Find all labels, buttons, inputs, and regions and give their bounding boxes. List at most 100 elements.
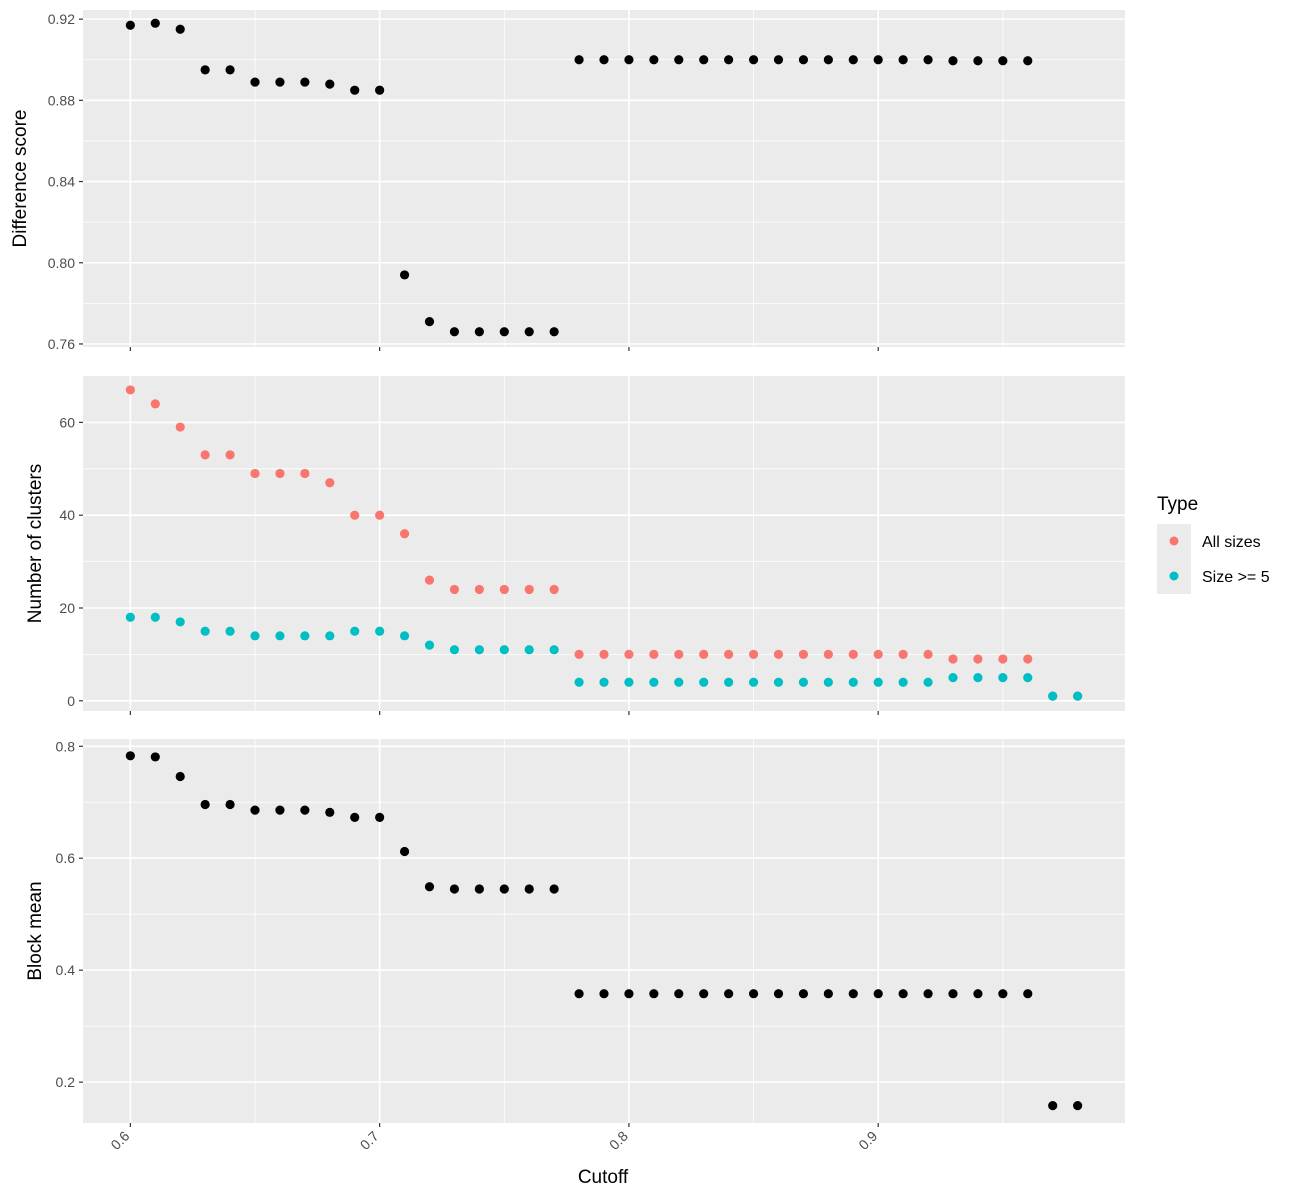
data-point bbox=[150, 752, 160, 762]
y-tick-label: 0.80 bbox=[48, 255, 75, 271]
legend-label-all-sizes: All sizes bbox=[1202, 534, 1261, 551]
data-point bbox=[474, 645, 484, 655]
data-point bbox=[699, 989, 709, 999]
data-point bbox=[773, 55, 784, 65]
data-point bbox=[674, 55, 684, 65]
number-of-clusters-panel: 0 20 40 60 Number of clusters bbox=[25, 376, 1125, 715]
data-point bbox=[998, 654, 1008, 664]
data-point bbox=[350, 626, 360, 636]
data-point bbox=[773, 649, 784, 659]
data-point bbox=[699, 649, 709, 659]
data-point bbox=[424, 882, 435, 892]
difference-score-series bbox=[125, 18, 1033, 337]
data-point bbox=[748, 649, 759, 659]
data-point bbox=[574, 677, 584, 687]
data-point bbox=[674, 989, 684, 999]
y-tick-label: 0.2 bbox=[56, 1074, 76, 1090]
data-point bbox=[1073, 691, 1083, 701]
data-point bbox=[699, 55, 709, 65]
data-point bbox=[125, 20, 135, 30]
data-point bbox=[200, 65, 210, 75]
data-point bbox=[798, 55, 809, 65]
data-point bbox=[300, 468, 310, 479]
legend-key-size-ge-5 bbox=[1169, 571, 1179, 581]
x-axis-title: Cutoff bbox=[578, 1167, 629, 1188]
data-point bbox=[624, 989, 634, 999]
data-point bbox=[624, 649, 634, 659]
data-point bbox=[424, 575, 435, 585]
data-point bbox=[873, 989, 883, 999]
data-point bbox=[350, 510, 360, 520]
data-point bbox=[599, 649, 609, 659]
data-point bbox=[748, 989, 759, 999]
data-point bbox=[773, 677, 784, 687]
y-tick-label: 0.88 bbox=[48, 92, 75, 108]
data-point bbox=[175, 771, 185, 782]
data-point bbox=[399, 270, 410, 280]
data-point bbox=[699, 677, 709, 687]
data-point bbox=[549, 327, 559, 337]
data-point bbox=[125, 612, 135, 622]
data-point bbox=[998, 56, 1008, 66]
data-point bbox=[649, 649, 659, 659]
data-point bbox=[474, 584, 484, 595]
y-tick-label: 0.84 bbox=[48, 174, 75, 190]
data-point bbox=[823, 55, 833, 65]
data-point bbox=[923, 677, 933, 687]
data-point bbox=[649, 989, 659, 999]
x-tick-label: 0.6 bbox=[107, 1128, 132, 1153]
data-point bbox=[848, 677, 858, 687]
difference-score-gridlines bbox=[83, 10, 1125, 347]
data-point bbox=[599, 55, 609, 65]
y-tick-label: 0.76 bbox=[48, 336, 75, 352]
data-point bbox=[499, 884, 509, 894]
data-point bbox=[848, 649, 858, 659]
data-point bbox=[150, 612, 160, 622]
data-point bbox=[375, 626, 385, 636]
y-tick-label: 20 bbox=[59, 600, 75, 616]
data-point bbox=[973, 989, 983, 999]
y-tick-label: 0.8 bbox=[56, 738, 76, 754]
data-point bbox=[823, 677, 833, 687]
data-point bbox=[524, 645, 534, 655]
data-point bbox=[748, 55, 759, 65]
data-point bbox=[1023, 989, 1033, 999]
data-point bbox=[449, 584, 460, 595]
data-point bbox=[574, 649, 584, 659]
data-point bbox=[798, 677, 809, 687]
number-of-clusters-series bbox=[125, 612, 1083, 701]
number-of-clusters-background bbox=[83, 376, 1125, 711]
data-point bbox=[200, 626, 210, 636]
data-point bbox=[150, 18, 160, 28]
data-point bbox=[898, 677, 908, 687]
data-point bbox=[175, 617, 185, 627]
data-point bbox=[948, 654, 958, 664]
data-point bbox=[125, 751, 135, 761]
legend: Type All sizes Size >= 5 bbox=[1157, 494, 1270, 594]
data-point bbox=[225, 799, 235, 810]
data-point bbox=[649, 55, 659, 65]
data-point bbox=[524, 327, 534, 337]
data-point bbox=[449, 645, 460, 655]
data-point bbox=[424, 317, 435, 327]
data-point bbox=[599, 677, 609, 687]
data-point bbox=[350, 812, 360, 822]
difference-score-panel: 0.76 0.80 0.84 0.88 0.92 Difference score bbox=[10, 10, 1125, 352]
y-tick-label: 0.4 bbox=[56, 962, 76, 978]
data-point bbox=[848, 55, 858, 65]
data-point bbox=[250, 77, 260, 87]
data-point bbox=[300, 805, 310, 815]
legend-title: Type bbox=[1157, 494, 1198, 515]
data-point bbox=[898, 649, 908, 659]
data-point bbox=[375, 510, 385, 520]
data-point bbox=[898, 989, 908, 999]
data-point bbox=[474, 327, 484, 337]
y-tick-label: 40 bbox=[59, 507, 75, 523]
data-point bbox=[125, 385, 135, 395]
block-mean-series bbox=[125, 751, 1083, 1111]
data-point bbox=[798, 649, 809, 659]
data-point bbox=[724, 55, 734, 65]
data-point bbox=[549, 884, 559, 894]
data-point bbox=[524, 884, 534, 894]
y-tick-label: 60 bbox=[59, 414, 75, 430]
